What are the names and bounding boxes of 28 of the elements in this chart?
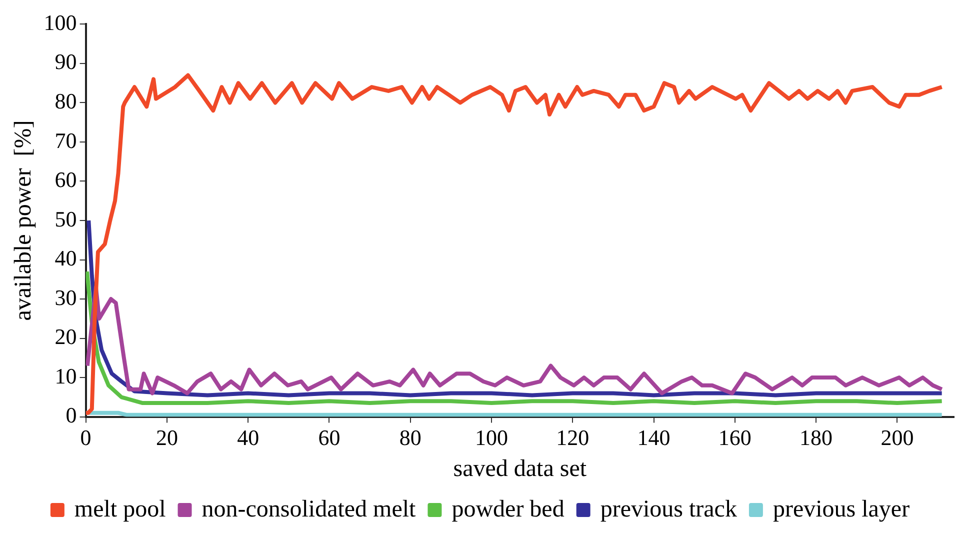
x-tick-label: 20	[156, 424, 178, 450]
y-tick-label: 20	[54, 324, 77, 350]
y-tick-label: 10	[54, 363, 77, 388]
x-tick-label: 180	[800, 424, 833, 450]
x-tick-label: 60	[318, 424, 340, 450]
x-tick-label: 160	[718, 424, 752, 450]
x-tick-label: 40	[237, 424, 260, 450]
legend-label: non-consolidated melt	[202, 496, 416, 522]
legend-label: powder bed	[452, 496, 564, 522]
y-tick-label: 60	[54, 167, 77, 192]
x-tick-label: 120	[556, 424, 590, 450]
x-tick-label: 140	[637, 424, 670, 450]
y-tick-label: 40	[54, 246, 77, 271]
y-tick-label: 80	[54, 88, 77, 114]
y-tick-label: 30	[54, 284, 77, 310]
x-axis-title: saved data set	[453, 456, 587, 482]
y-axis-title: available power [%]	[10, 120, 37, 321]
y-tick-label: 70	[54, 128, 77, 153]
x-tick-label: 80	[399, 424, 422, 450]
legend-label: previous track	[600, 496, 737, 522]
y-tick-label: 100	[44, 10, 77, 35]
y-tick-label: 90	[54, 49, 77, 74]
y-tick-label: 50	[54, 206, 77, 232]
y-tick-label: 0	[66, 402, 77, 428]
x-tick-label: 200	[880, 424, 914, 450]
x-tick-label: 100	[475, 424, 508, 450]
legend-label: previous layer	[772, 496, 910, 522]
legend-label: melt pool	[74, 496, 166, 522]
